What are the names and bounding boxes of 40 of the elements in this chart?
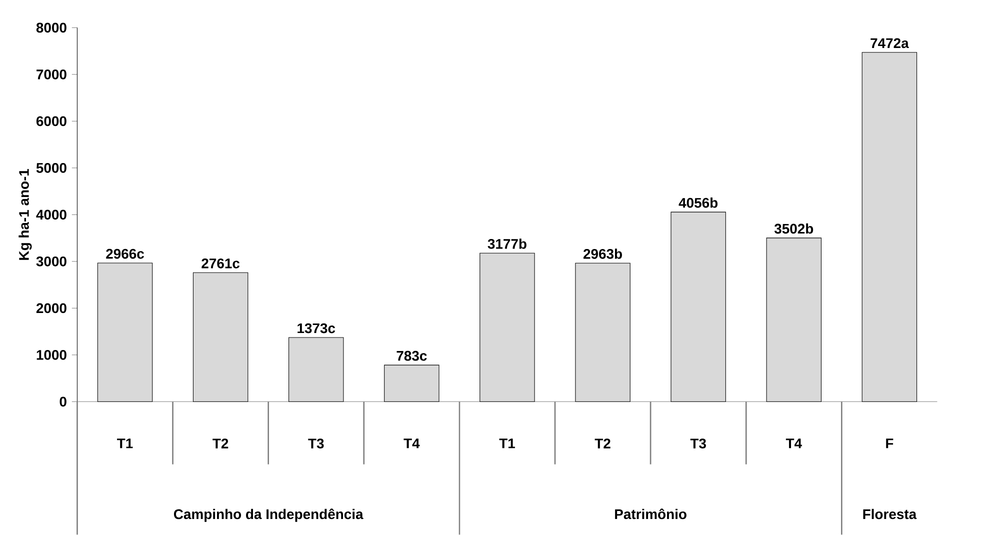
y-tick-label: 7000 xyxy=(36,69,66,80)
bar xyxy=(670,212,726,402)
x-tick-label: T1 xyxy=(499,438,515,448)
x-tick-label: T2 xyxy=(594,438,610,448)
x-tick-label: F xyxy=(886,438,894,448)
x-tick-label: T3 xyxy=(308,438,324,448)
y-tick-label: 4000 xyxy=(36,210,66,220)
bar xyxy=(480,252,535,402)
x-tick-label: T4 xyxy=(404,438,420,448)
y-tick-label: 0 xyxy=(60,396,66,406)
data-label: 7472a xyxy=(870,38,909,48)
x-tick-label: T2 xyxy=(212,438,228,448)
bar xyxy=(862,52,918,402)
data-label: 3502b xyxy=(774,223,814,234)
y-tick-label: 6000 xyxy=(36,116,66,126)
data-label: 2761c xyxy=(202,258,240,268)
x-tick-label: T1 xyxy=(117,438,133,448)
y-tick-label: 8000 xyxy=(36,22,66,32)
data-label: 783c xyxy=(396,350,427,361)
data-label: 2963b xyxy=(583,248,622,259)
x-tick-label: T3 xyxy=(690,438,706,448)
bar xyxy=(288,337,344,402)
bar xyxy=(766,238,822,402)
text: Floresta xyxy=(863,508,917,519)
text: Campinho da Independência xyxy=(174,508,364,522)
bar xyxy=(575,262,630,402)
data-label: 2966c xyxy=(106,248,144,259)
data-label: 4056b xyxy=(678,197,718,208)
y-tick-label: 3000 xyxy=(36,256,66,266)
data-label: 1373c xyxy=(298,323,336,334)
y-tick-label: 5000 xyxy=(36,162,66,173)
bar xyxy=(192,272,248,402)
y-axis-title: Kg ha-1 ano-1 xyxy=(18,168,32,260)
bar xyxy=(384,364,440,402)
text: Patrimônio xyxy=(615,508,686,519)
y-tick-label: 2000 xyxy=(36,303,66,313)
x-tick-label: T4 xyxy=(786,438,802,448)
bar xyxy=(97,262,153,402)
data-label: 3177b xyxy=(488,238,526,249)
y-tick-label: 1000 xyxy=(36,350,66,360)
